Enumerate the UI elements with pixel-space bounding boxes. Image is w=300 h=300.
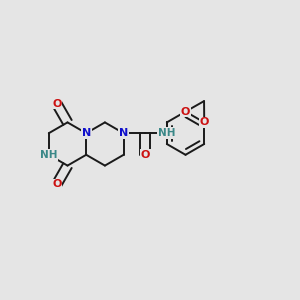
Text: O: O — [181, 106, 190, 117]
Text: NH: NH — [40, 150, 58, 160]
Text: O: O — [52, 99, 62, 109]
Text: O: O — [140, 150, 150, 160]
Text: O: O — [52, 179, 62, 189]
Text: N: N — [119, 128, 128, 138]
Text: N: N — [82, 128, 91, 138]
Text: NH: NH — [158, 128, 175, 138]
Text: O: O — [200, 117, 209, 128]
